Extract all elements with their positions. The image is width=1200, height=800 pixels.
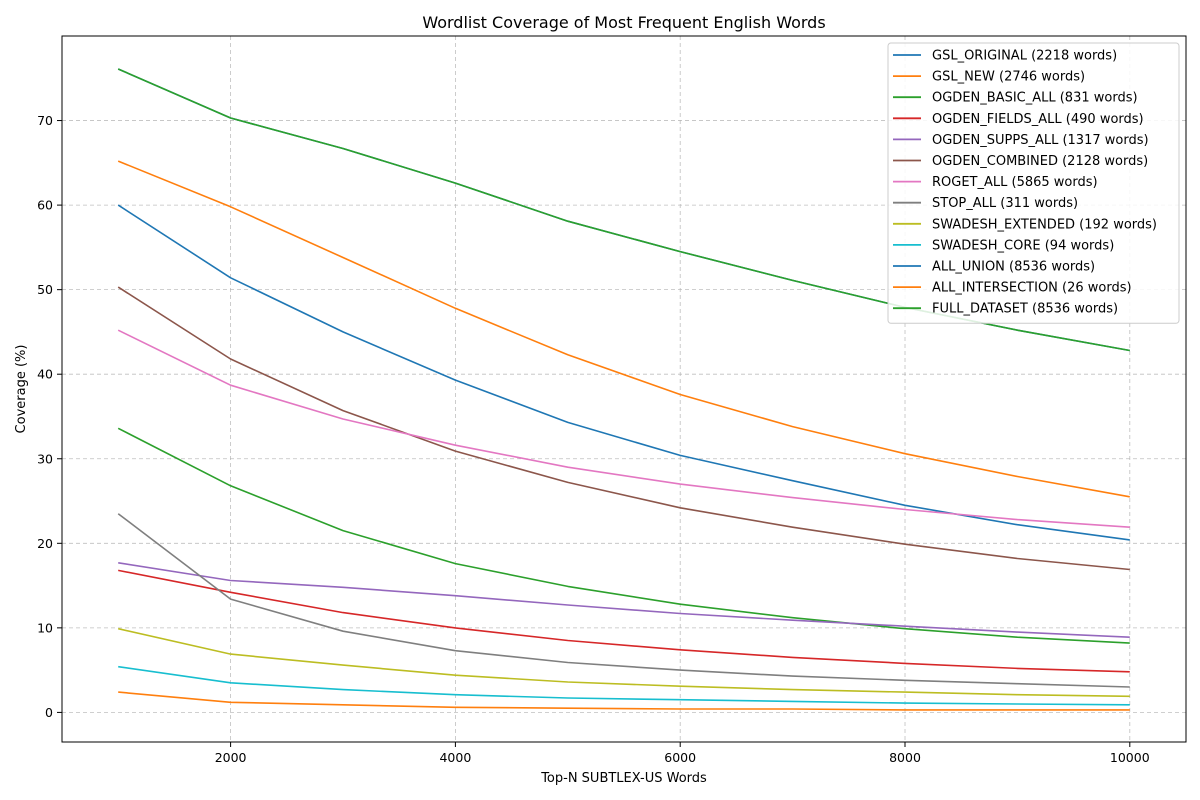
- series-line-12: [118, 691, 1130, 711]
- y-tick-label: 40: [37, 367, 53, 382]
- x-tick-label: 6000: [664, 750, 696, 765]
- axis-ticks: 2000 4000 6000 8000 10000 0 10 20 30 40 50 60 70: [37, 113, 1150, 765]
- grid: [62, 36, 1186, 742]
- legend-entry-label: SWADESH_EXTENDED (192 words): [932, 217, 1157, 232]
- legend-entry-label: ALL_INTERSECTION (26 words): [932, 281, 1132, 296]
- legend-entry-label: OGDEN_BASIC_ALL (831 words): [932, 91, 1138, 106]
- series-lines: [117, 68, 1130, 711]
- y-tick-label: 10: [37, 620, 53, 635]
- series-line-10: [118, 665, 1130, 706]
- legend-entry-label: SWADESH_CORE (94 words): [932, 238, 1114, 253]
- series-line-4: [118, 569, 1130, 673]
- series-line-5: [118, 562, 1130, 638]
- series-line-3: [117, 427, 1130, 644]
- legend-entry-label: STOP_ALL (311 words): [932, 196, 1078, 211]
- legend-entry-label: OGDEN_COMBINED (2128 words): [932, 154, 1148, 169]
- plot-area-frame: [61, 35, 1187, 743]
- legend-entry-label: ALL_UNION (8536 words): [932, 260, 1095, 275]
- chart-title: Wordlist Coverage of Most Frequent Engli…: [422, 13, 825, 32]
- legend-entry-label: FULL_DATASET (8536 words): [932, 302, 1118, 317]
- series-line-9: [118, 627, 1130, 698]
- legend-entry-label: ROGET_ALL (5865 words): [932, 175, 1098, 190]
- y-tick-label: 50: [37, 282, 53, 297]
- y-tick-label: 20: [37, 536, 53, 551]
- legend-box: [887, 42, 1180, 324]
- series-line-6: [117, 286, 1130, 571]
- series-line-7: [117, 329, 1130, 528]
- legend-entry-label: OGDEN_SUPPS_ALL (1317 words): [932, 133, 1149, 148]
- legend: GSL_ORIGINAL (2218 words) GSL_NEW (2746 w…: [887, 42, 1180, 324]
- y-tick-label: 70: [37, 113, 53, 128]
- y-axis-label: Coverage (%): [14, 345, 29, 434]
- x-tick-label: 10000: [1110, 750, 1150, 765]
- y-tick-label: 60: [37, 198, 53, 213]
- series-line-8: [117, 513, 1130, 688]
- legend-entry-label: GSL_ORIGINAL (2218 words): [932, 49, 1117, 64]
- x-tick-label: 4000: [439, 750, 471, 765]
- x-axis-label: Top-N SUBTLEX-US Words: [540, 771, 707, 786]
- legend-entry-label: OGDEN_FIELDS_ALL (490 words): [932, 112, 1144, 127]
- y-tick-label: 0: [45, 705, 53, 720]
- x-tick-label: 8000: [889, 750, 921, 765]
- legend-entry-label: GSL_NEW (2746 words): [932, 70, 1085, 85]
- y-tick-label: 30: [37, 451, 53, 466]
- x-tick-label: 2000: [215, 750, 247, 765]
- series-line-2: [117, 160, 1130, 498]
